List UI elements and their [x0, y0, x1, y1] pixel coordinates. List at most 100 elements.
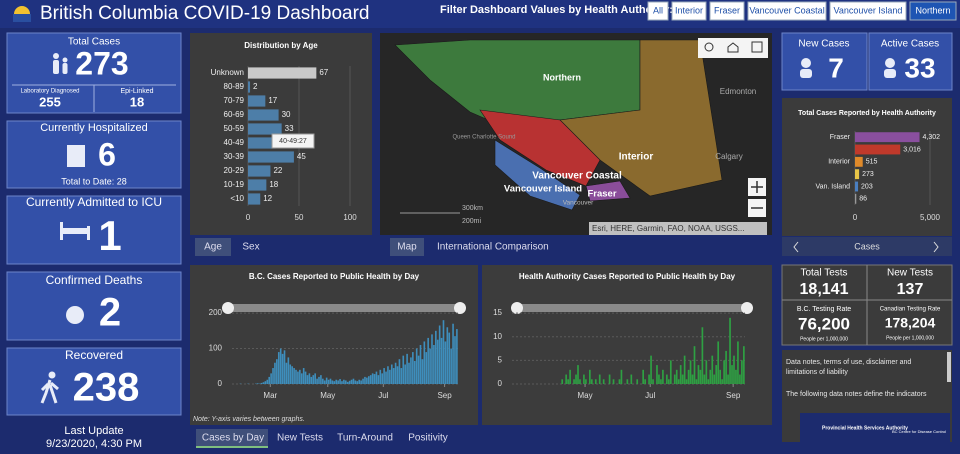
- tab-selected[interactable]: [196, 429, 268, 447]
- category-label: 10-19: [224, 180, 245, 189]
- bar: [390, 364, 393, 384]
- pager-arrows[interactable]: [793, 241, 939, 253]
- x-tick-label: Sep: [437, 391, 452, 400]
- tile: [6, 195, 182, 265]
- scale-label: 300km: [462, 205, 483, 212]
- bar: [626, 379, 629, 384]
- bar: [400, 368, 403, 384]
- bar: [701, 327, 704, 384]
- bar: [335, 379, 338, 384]
- scrollbar[interactable]: [947, 352, 951, 382]
- map-toolbar: [400, 38, 768, 235]
- label: Currently Hospitalized: [40, 122, 148, 134]
- bar: [695, 379, 698, 384]
- bar: [268, 376, 271, 384]
- tab: New Tests: [277, 433, 323, 444]
- value-label: 86: [859, 196, 867, 203]
- bar: [743, 346, 745, 384]
- bar: [427, 337, 429, 384]
- bar: [569, 369, 571, 384]
- region-vancouver-island: [494, 139, 581, 211]
- y-tick-label: 10: [493, 332, 502, 341]
- filter-label: Fraser: [714, 5, 740, 15]
- bar: [648, 374, 650, 384]
- tooltip-text: 40-49:27: [279, 138, 307, 145]
- ha-footer: [782, 237, 952, 256]
- home-icon[interactable]: [727, 42, 739, 53]
- bar: [354, 380, 357, 384]
- bar: [705, 360, 708, 384]
- bar: [656, 365, 658, 384]
- filter-button[interactable]: [709, 1, 745, 21]
- map-label: Vancouver Island: [504, 184, 582, 195]
- bar: [302, 368, 305, 384]
- label: Epi-Linked: [120, 88, 153, 95]
- bar: [567, 379, 569, 384]
- filter-label: Vancouver Island: [834, 5, 903, 15]
- slider-handle[interactable]: [741, 302, 753, 314]
- bar: [589, 369, 591, 384]
- tile: [6, 271, 182, 341]
- bar: [444, 341, 447, 384]
- bar: [270, 373, 272, 384]
- value: 76,200: [798, 314, 850, 333]
- toolbar: [698, 38, 768, 58]
- filter-button[interactable]: [829, 1, 907, 21]
- bar: [375, 371, 378, 384]
- bar: [707, 379, 710, 384]
- bar: [248, 81, 251, 93]
- bar: [408, 362, 410, 384]
- slider-handle[interactable]: [222, 302, 234, 314]
- filter-button[interactable]: [647, 1, 669, 21]
- bar: [358, 379, 361, 384]
- bar: [398, 359, 401, 384]
- filter-button[interactable]: [671, 1, 707, 21]
- bar: [379, 369, 382, 384]
- filter-button[interactable]: [747, 1, 827, 21]
- map-label: Fraser: [587, 189, 616, 200]
- bar: [323, 380, 326, 384]
- qr-icon[interactable]: [751, 41, 763, 53]
- label: Active Cases: [881, 39, 939, 50]
- bar: [715, 365, 718, 384]
- bar: [429, 348, 431, 384]
- bar: [381, 373, 384, 384]
- value-label: 22: [273, 166, 282, 175]
- chart-title: Distribution by Age: [244, 41, 318, 50]
- bar: [262, 382, 265, 384]
- bar: [256, 383, 259, 384]
- note: Note: Y-axis varies between graphs.: [193, 416, 305, 423]
- tab-selected[interactable]: [390, 238, 424, 256]
- bar: [327, 379, 330, 384]
- bar: [333, 381, 336, 384]
- slider[interactable]: [228, 304, 460, 312]
- label: New Cases: [798, 39, 849, 50]
- search-icon[interactable]: [704, 42, 714, 52]
- slider-handle[interactable]: [511, 302, 523, 314]
- bar: [697, 365, 700, 384]
- slider-handle[interactable]: [454, 302, 466, 314]
- bar: [310, 376, 313, 384]
- icon: [62, 57, 68, 63]
- bar: [295, 369, 297, 384]
- value-label: 67: [319, 68, 328, 77]
- x-tick-label: 50: [295, 213, 304, 222]
- tab-selected[interactable]: [195, 238, 231, 256]
- tab: Age: [204, 242, 222, 253]
- bar: [440, 337, 443, 384]
- label: Recovered: [65, 348, 123, 362]
- filter-button[interactable]: [909, 1, 957, 21]
- icon: [67, 145, 85, 167]
- bar: [723, 360, 725, 384]
- bar: [658, 374, 660, 384]
- bar: [618, 379, 621, 384]
- bar: [366, 377, 368, 384]
- bar: [713, 374, 716, 384]
- bar: [277, 352, 280, 384]
- bar: [577, 365, 579, 384]
- slider[interactable]: [517, 304, 747, 312]
- tab: Positivity: [408, 433, 447, 444]
- bar: [719, 369, 722, 384]
- icon: [87, 226, 90, 240]
